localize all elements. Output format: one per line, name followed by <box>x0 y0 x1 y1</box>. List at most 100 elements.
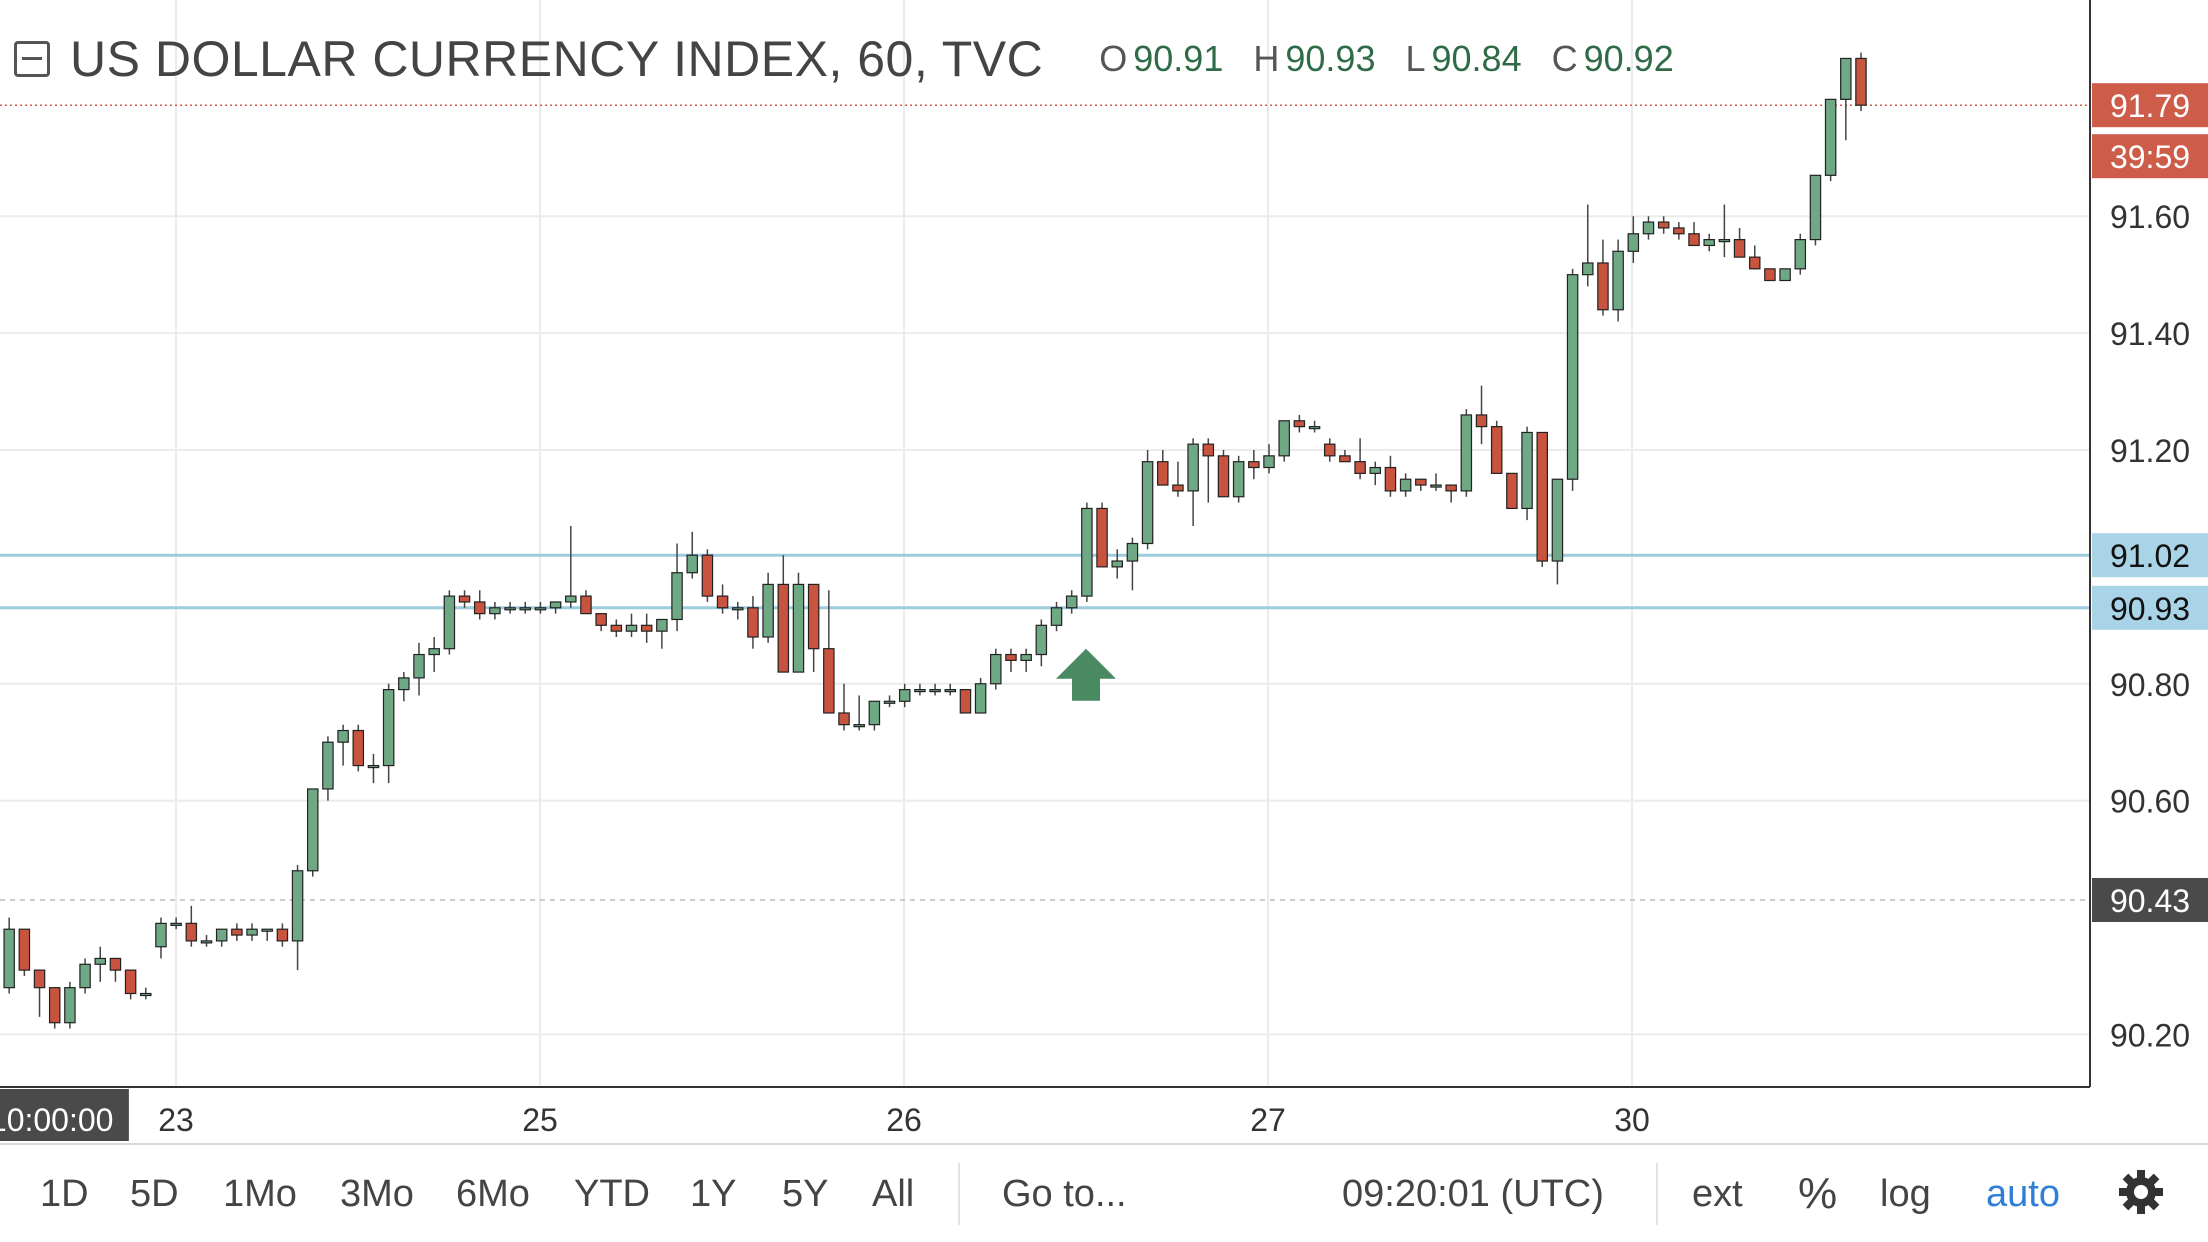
candle[interactable] <box>580 590 592 615</box>
candle[interactable] <box>640 613 653 643</box>
candle[interactable] <box>914 683 926 696</box>
candle[interactable] <box>322 736 334 801</box>
candle[interactable] <box>246 923 258 941</box>
candle[interactable] <box>443 590 456 655</box>
range-3mo-button[interactable]: 3Mo <box>340 1173 414 1215</box>
range-6mo-button[interactable]: 6Mo <box>456 1173 530 1215</box>
candle[interactable] <box>489 601 501 620</box>
candle[interactable] <box>140 987 152 1000</box>
candle[interactable] <box>1855 52 1867 112</box>
candle[interactable] <box>473 590 486 620</box>
candle[interactable] <box>1187 438 1199 526</box>
candle[interactable] <box>1096 502 1108 568</box>
goto-button[interactable]: Go to... <box>1002 1173 1127 1215</box>
candle[interactable] <box>1582 204 1594 287</box>
candle[interactable] <box>261 928 273 941</box>
candle[interactable] <box>1430 473 1442 491</box>
candle[interactable] <box>352 724 365 772</box>
range-5y-button[interactable]: 5Y <box>782 1173 829 1215</box>
candle[interactable] <box>64 981 76 1029</box>
candle[interactable] <box>1809 174 1822 246</box>
candle[interactable] <box>1688 222 1700 247</box>
candle[interactable] <box>1415 478 1427 491</box>
candle[interactable] <box>883 695 896 708</box>
candle[interactable] <box>1612 239 1624 322</box>
candle[interactable] <box>1824 98 1837 182</box>
candle[interactable] <box>1369 461 1382 486</box>
candle[interactable] <box>1657 216 1670 234</box>
candle[interactable] <box>1111 549 1123 579</box>
candle[interactable] <box>79 958 91 994</box>
candle[interactable] <box>1202 438 1215 503</box>
candle[interactable] <box>959 689 972 714</box>
candle[interactable] <box>1627 216 1640 263</box>
candles[interactable] <box>0 52 1867 1029</box>
candle[interactable] <box>1475 385 1488 445</box>
candle[interactable] <box>276 923 289 947</box>
gear-icon[interactable] <box>2118 1169 2164 1215</box>
candle[interactable] <box>170 917 182 930</box>
candle[interactable] <box>33 969 46 1017</box>
candle[interactable] <box>231 923 243 941</box>
candle[interactable] <box>1308 420 1321 433</box>
candle[interactable] <box>48 987 61 1029</box>
candle[interactable] <box>990 648 1002 690</box>
candle[interactable] <box>1126 537 1139 591</box>
candle[interactable] <box>382 683 395 784</box>
candle[interactable] <box>1551 478 1564 585</box>
utc-clock[interactable]: 09:20:01 (UTC) <box>1342 1173 1604 1215</box>
candle[interactable] <box>625 613 638 638</box>
candle[interactable] <box>367 753 380 784</box>
candle[interactable] <box>686 531 698 579</box>
candle[interactable] <box>1521 426 1533 521</box>
log-scale-toggle[interactable]: log <box>1880 1173 1931 1215</box>
candle[interactable] <box>1141 449 1154 550</box>
candle[interactable] <box>1050 601 1063 632</box>
candle[interactable] <box>215 928 228 947</box>
candle[interactable] <box>1248 449 1260 480</box>
candle[interactable] <box>929 683 941 696</box>
candle[interactable] <box>898 683 911 708</box>
candle[interactable] <box>1748 245 1761 270</box>
candle[interactable] <box>1460 409 1473 497</box>
candle[interactable] <box>1445 484 1457 503</box>
range-5d-button[interactable]: 5D <box>130 1173 179 1215</box>
candle[interactable] <box>1597 239 1609 316</box>
candle[interactable] <box>337 724 349 766</box>
candle[interactable] <box>1718 204 1731 258</box>
candle[interactable] <box>1673 222 1685 240</box>
candle[interactable] <box>732 601 744 620</box>
candle[interactable] <box>595 613 607 632</box>
range-all-button[interactable]: All <box>872 1173 915 1215</box>
candle[interactable] <box>185 905 198 947</box>
candle[interactable] <box>124 969 137 1000</box>
candle[interactable] <box>807 583 820 673</box>
candle[interactable] <box>823 590 835 714</box>
candle[interactable] <box>610 619 623 638</box>
candle[interactable] <box>1779 268 1791 282</box>
candle[interactable] <box>1354 438 1366 480</box>
candle[interactable] <box>1005 648 1017 673</box>
candle[interactable] <box>3 917 15 994</box>
candle[interactable] <box>1339 449 1351 463</box>
candle[interactable] <box>1232 455 1245 503</box>
candle[interactable] <box>200 935 213 947</box>
candle[interactable] <box>1703 233 1715 252</box>
candle[interactable] <box>398 672 410 702</box>
candle[interactable] <box>1157 449 1169 486</box>
candle[interactable] <box>519 601 532 614</box>
candle[interactable] <box>1065 590 1078 614</box>
candle[interactable] <box>1217 449 1230 498</box>
candle[interactable] <box>1035 619 1048 667</box>
candle[interactable] <box>549 601 562 614</box>
candle[interactable] <box>1081 502 1093 602</box>
candle[interactable] <box>838 683 850 731</box>
candle[interactable] <box>458 590 471 608</box>
candle[interactable] <box>853 695 865 731</box>
candle[interactable] <box>504 601 516 614</box>
candle[interactable] <box>534 601 547 614</box>
candle[interactable] <box>94 946 107 982</box>
candle[interactable] <box>1263 444 1275 474</box>
candle[interactable] <box>1506 472 1518 510</box>
candle[interactable] <box>1278 420 1290 462</box>
